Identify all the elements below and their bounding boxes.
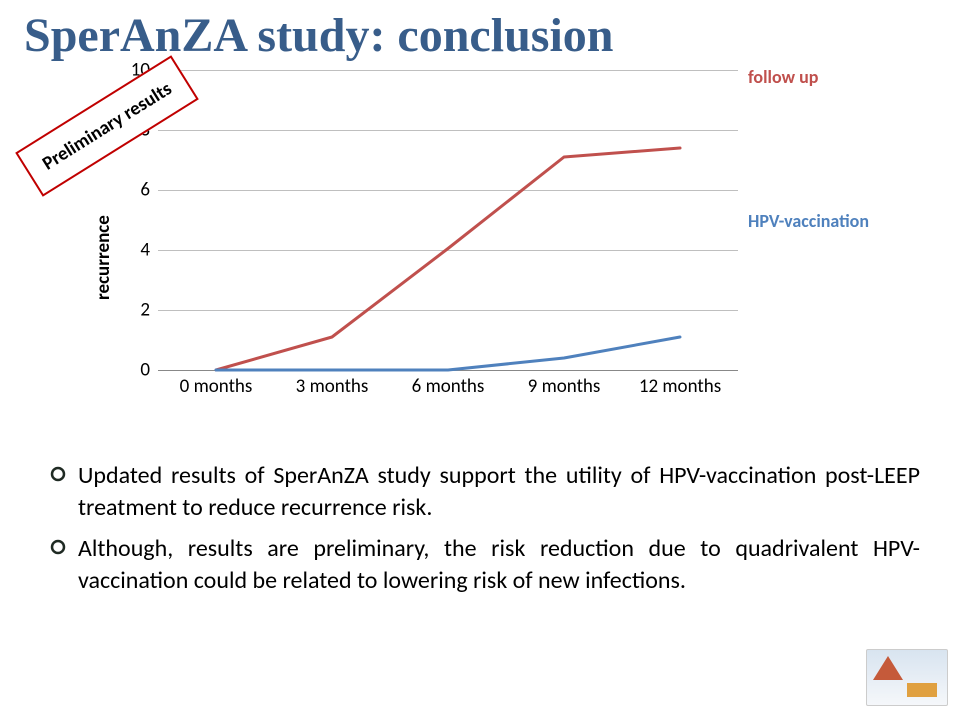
- y-tick: 0: [110, 359, 150, 382]
- bullet-item: Although, results are preliminary, the r…: [50, 533, 920, 598]
- bullet-text: Although, results are preliminary, the r…: [78, 533, 920, 598]
- series-label-HPV-vaccination: HPV-vaccination: [748, 210, 869, 232]
- series-label-follow-up: follow up: [748, 66, 818, 88]
- slide-thumbnail-icon: [866, 649, 948, 706]
- bullet-list: Updated results of SperAnZA study suppor…: [50, 460, 920, 606]
- x-tick: 3 months: [296, 375, 369, 398]
- x-tick: 6 months: [412, 375, 485, 398]
- x-tick: 0 months: [180, 375, 253, 398]
- bullet-text: Updated results of SperAnZA study suppor…: [78, 460, 920, 525]
- y-tick: 6: [110, 179, 150, 202]
- x-tick: 12 months: [639, 375, 721, 398]
- bullet-item: Updated results of SperAnZA study suppor…: [50, 460, 920, 525]
- bullet-circle-icon: [50, 539, 66, 555]
- page-title: SperAnZA study: conclusion: [24, 8, 613, 63]
- y-tick: 4: [110, 239, 150, 262]
- recurrence-chart: recurrence 0246810 0 months3 months6 mon…: [110, 70, 870, 430]
- series-line-HPV-vaccination: [216, 337, 680, 370]
- plot-area: [158, 70, 738, 370]
- series-line-follow-up: [216, 148, 680, 370]
- y-tick: 2: [110, 299, 150, 322]
- bullet-circle-icon: [50, 466, 66, 482]
- x-tick: 9 months: [528, 375, 601, 398]
